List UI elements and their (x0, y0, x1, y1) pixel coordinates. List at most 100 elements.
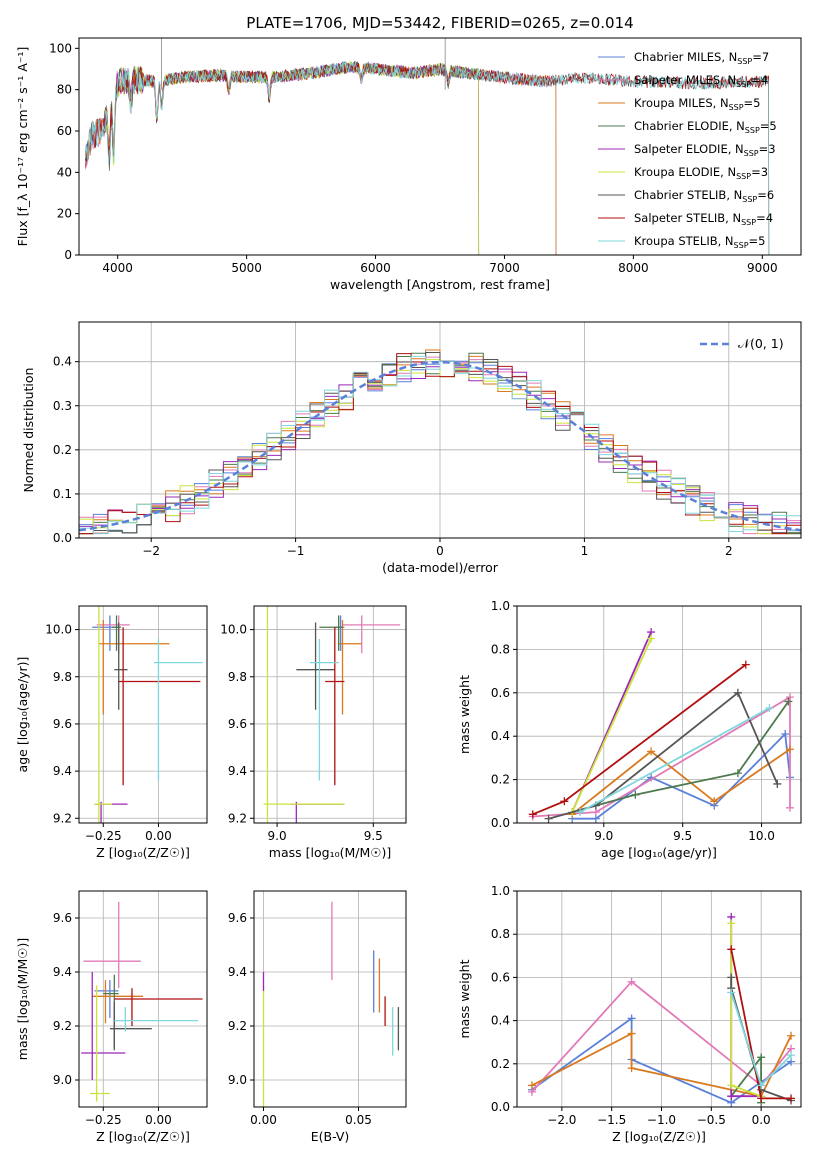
spectrum-line-kroupa_stelib (85, 61, 770, 256)
x-axis-label: (data-model)/error (382, 560, 499, 575)
y-axis-label: age [log₁₀(age/yr)] (15, 657, 30, 773)
gaussian-curve (78, 360, 802, 532)
tick-label-x: 0.00 (145, 829, 172, 843)
axes-frame (78, 321, 802, 539)
panel-spectrum: 4000 5000 6000 7000 8000 9000 0 20 40 60 80 100 wave… (15, 37, 802, 292)
y-axis-label: Normed distribution (21, 368, 36, 493)
tick-label-y: 9.0 (53, 1073, 72, 1087)
tick-label-y: 0.0 (491, 816, 510, 830)
tick-label-x: 0.0 (752, 1113, 771, 1127)
marker-kroupa_miles (785, 745, 794, 754)
tick-label-x: −1.5 (597, 1113, 626, 1127)
histogram-kroupa_stelib (78, 355, 801, 538)
tick-label-y: 0.4 (491, 729, 510, 743)
tick-label-y: 9.6 (228, 717, 247, 731)
marker-salpeter_stelib (787, 1094, 796, 1103)
marker-kroupa_miles (647, 747, 656, 756)
tick-label-y: 9.2 (228, 1019, 247, 1033)
y-axis-label: mass weight (457, 675, 472, 754)
tick-label-y: 80 (57, 83, 72, 97)
tick-label-y: 0.8 (491, 927, 510, 941)
marker-kroupa_miles (787, 1031, 796, 1040)
tick-label-y: 10.0 (220, 623, 247, 637)
axes-frame (253, 605, 407, 824)
tick-label-y: 0.2 (53, 443, 72, 457)
axes-frame (78, 890, 208, 1108)
tick-label-x: 10.0 (748, 829, 775, 843)
tick-label-y: 9.8 (53, 670, 72, 684)
tick-label-y: 0.4 (53, 355, 72, 369)
x-axis-label: Z [log₁₀(Z/Z☉)] (96, 845, 190, 860)
legend-entry: Salpeter ELODIE, NSSP=3 (634, 142, 776, 158)
panel-weight-vs-age: 9.0 9.5 10.0 0.0 0.2 0.4 0.6 0.8 1.0 age [log₁₀(a… (457, 599, 802, 860)
marker-kroupa_stelib (765, 703, 774, 712)
tick-label-x: 9.0 (594, 829, 613, 843)
marker-salpeter_miles (785, 693, 794, 702)
panel-residuals: −2 −1 0 1 2 0.0 0.1 0.2 0.3 0.4 (data-model)/error… (21, 321, 802, 575)
tick-label-x: 2 (725, 544, 733, 558)
data-points (92, 606, 203, 823)
series-line-chabrier_elodie (571, 700, 790, 813)
y-axis-label: mass weight (457, 959, 472, 1038)
tick-label-x: −1 (287, 544, 305, 558)
panel-weight-vs-Z: −2.0 −1.5 −1.0 −0.5 0.0 0.0 0.2 0.4 0.6 0.8 1.0 Z [… (457, 884, 802, 1144)
axes-frame (78, 605, 208, 824)
marker-kroupa_stelib (727, 988, 736, 997)
marker-chabrier_stelib (544, 814, 553, 823)
tick-label-y: 9.4 (53, 965, 72, 979)
spectrum-line-chabrier_stelib (85, 61, 770, 256)
marker-chabrier_elodie (757, 1053, 766, 1062)
series-line-chabrier_stelib (548, 691, 779, 820)
marker-kroupa_stelib (576, 808, 585, 817)
marker-kroupa_elodie (727, 1081, 736, 1090)
tick-label-y: 9.0 (228, 1073, 247, 1087)
legend-entry: Chabrier ELODIE, NSSP=5 (634, 119, 777, 135)
tick-label-x: 9.5 (364, 829, 383, 843)
marker-kroupa_stelib (757, 1081, 766, 1090)
spectrum-line-salpeter_miles (85, 61, 557, 256)
tick-label-y: 0.1 (53, 487, 72, 501)
axes-frame (516, 890, 802, 1108)
tick-label-x: 4000 (102, 261, 133, 275)
spectrum-line-kroupa_elodie (104, 60, 480, 256)
tick-label-x: 0.05 (345, 1113, 372, 1127)
tick-label-x: 6000 (360, 261, 391, 275)
tick-label-y: 9.2 (53, 811, 72, 825)
legend-entry: Kroupa MILES, NSSP=5 (634, 96, 760, 112)
marker-chabrier_miles (781, 730, 790, 739)
axes-frame (78, 37, 802, 256)
tick-label-y: 9.2 (53, 1019, 72, 1033)
tick-label-y: 0.2 (491, 773, 510, 787)
tick-label-x: −0.5 (697, 1113, 726, 1127)
spectrum-line-kroupa_miles (85, 61, 557, 256)
tick-label-y: 9.4 (228, 764, 247, 778)
series-line-kroupa_elodie (571, 638, 652, 813)
tick-label-x: −0.25 (85, 829, 122, 843)
tick-label-y: 1.0 (491, 599, 510, 613)
x-axis-label: Z [log₁₀(Z/Z☉)] (612, 1129, 706, 1144)
y-axis-label: mass [log₁₀(M/M☉)] (15, 938, 30, 1060)
tick-label-x: −0.25 (85, 1113, 122, 1127)
tick-label-y: 9.2 (228, 811, 247, 825)
spectrum-line-chabrier_elodie (104, 60, 480, 256)
marker-chabrier_stelib (727, 973, 736, 982)
x-axis-label: E(B-V) (311, 1129, 350, 1144)
spectrum-line-chabrier_miles (85, 60, 557, 256)
marker-chabrier_stelib (733, 688, 742, 697)
tick-label-x: 9.0 (268, 829, 287, 843)
tick-label-x: 5000 (231, 261, 262, 275)
y-axis-label: Flux [f_λ 10⁻¹⁷ erg cm⁻² s⁻¹ A⁻¹] (15, 47, 30, 247)
tick-label-x: −2.0 (547, 1113, 576, 1127)
marker-kroupa_elodie (727, 919, 736, 928)
data-points (262, 901, 400, 1107)
panel-age-vs-mass: 9.0 9.5 9.2 9.4 9.6 9.8 10.0 mass [log₁₀(M/M☉)] (220, 605, 407, 860)
tick-label-y: 9.6 (53, 717, 72, 731)
tick-label-y: 9.4 (228, 965, 247, 979)
axes-frame (516, 605, 802, 824)
legend-entry: 𝒩(0, 1) (738, 336, 784, 351)
tick-label-y: 10.0 (45, 623, 72, 637)
marker-chabrier_elodie (733, 769, 742, 778)
marker-kroupa_miles (627, 1029, 636, 1038)
marker-kroupa_miles (627, 1064, 636, 1073)
